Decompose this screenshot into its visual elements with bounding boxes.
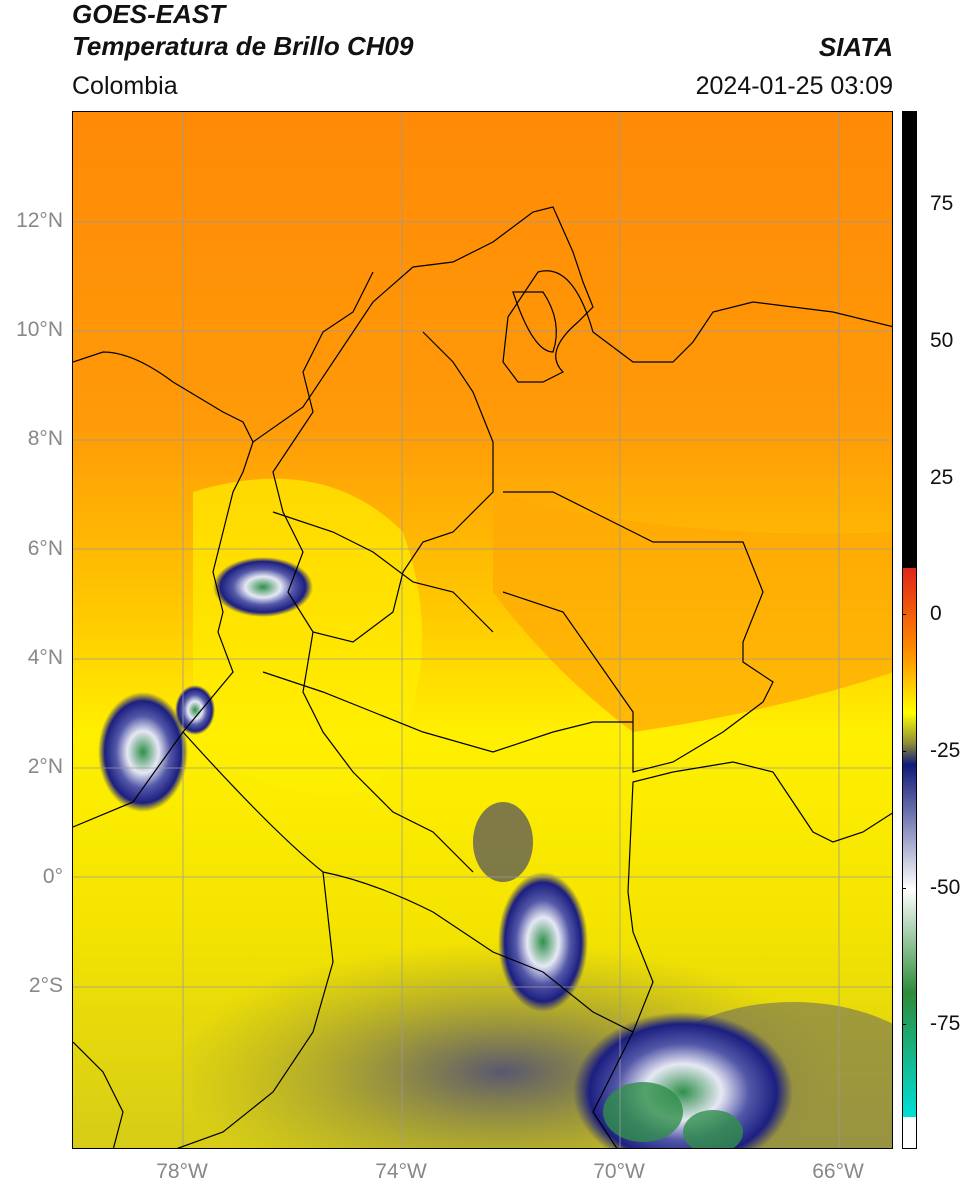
warm-band [493,492,892,732]
colorbar-label-neg25: -25 [930,739,961,762]
colorbar [902,111,917,1149]
colorbar-label-25: 25 [930,466,954,489]
lon-label-78w: 78°W [156,1160,208,1183]
cloud-pacific [98,692,188,812]
map-canvas [73,112,892,1148]
colorbar-tick [902,341,906,342]
lon-label-70w: 70°W [593,1160,645,1183]
brand-label: SIATA [818,32,893,62]
colorbar-tick [902,614,906,615]
lat-label-10n: 10°N [16,318,63,341]
title-satellite: GOES-EAST [72,0,226,29]
colorbar-label-75: 75 [930,192,954,215]
lat-label-6n: 6°N [27,537,63,560]
gridlines [73,112,892,1148]
andes-yellow [193,478,423,796]
lat-label-8n: 8°N [27,427,63,450]
colorbar-tick [902,888,906,889]
lat-label-equator: 0° [42,865,63,888]
colorbar-label-neg75: -75 [930,1012,961,1035]
cloud-amazon-scatter [473,802,533,882]
region-label: Colombia [72,72,178,100]
cloud-amazon-north [498,872,588,1012]
colorbar-tick [902,751,906,752]
lat-label-2n: 2°N [27,755,63,778]
borders [73,206,892,1148]
lat-label-12n: 12°N [16,209,63,232]
colorbar-tick [902,204,906,205]
cloud-core-b [683,1110,743,1148]
lon-label-66w: 66°W [812,1160,864,1183]
lat-label-2s: 2°S [28,974,63,997]
colorbar-label-0: 0 [930,602,942,625]
lat-label-4n: 4°N [27,646,63,669]
timestamp-label: 2024-01-25 03:09 [695,72,893,100]
colorbar-label-neg50: -50 [930,876,961,899]
colorbar-label-50: 50 [930,329,954,352]
satellite-map[interactable] [72,111,893,1149]
colorbar-tick [902,1024,906,1025]
cloud-core-a [603,1082,683,1142]
lon-label-74w: 74°W [375,1160,427,1183]
cloud-coast [175,685,215,735]
cloud-choco [213,557,313,617]
colorbar-tick [902,478,906,479]
title-product: Temperatura de Brillo CH09 [72,31,414,61]
